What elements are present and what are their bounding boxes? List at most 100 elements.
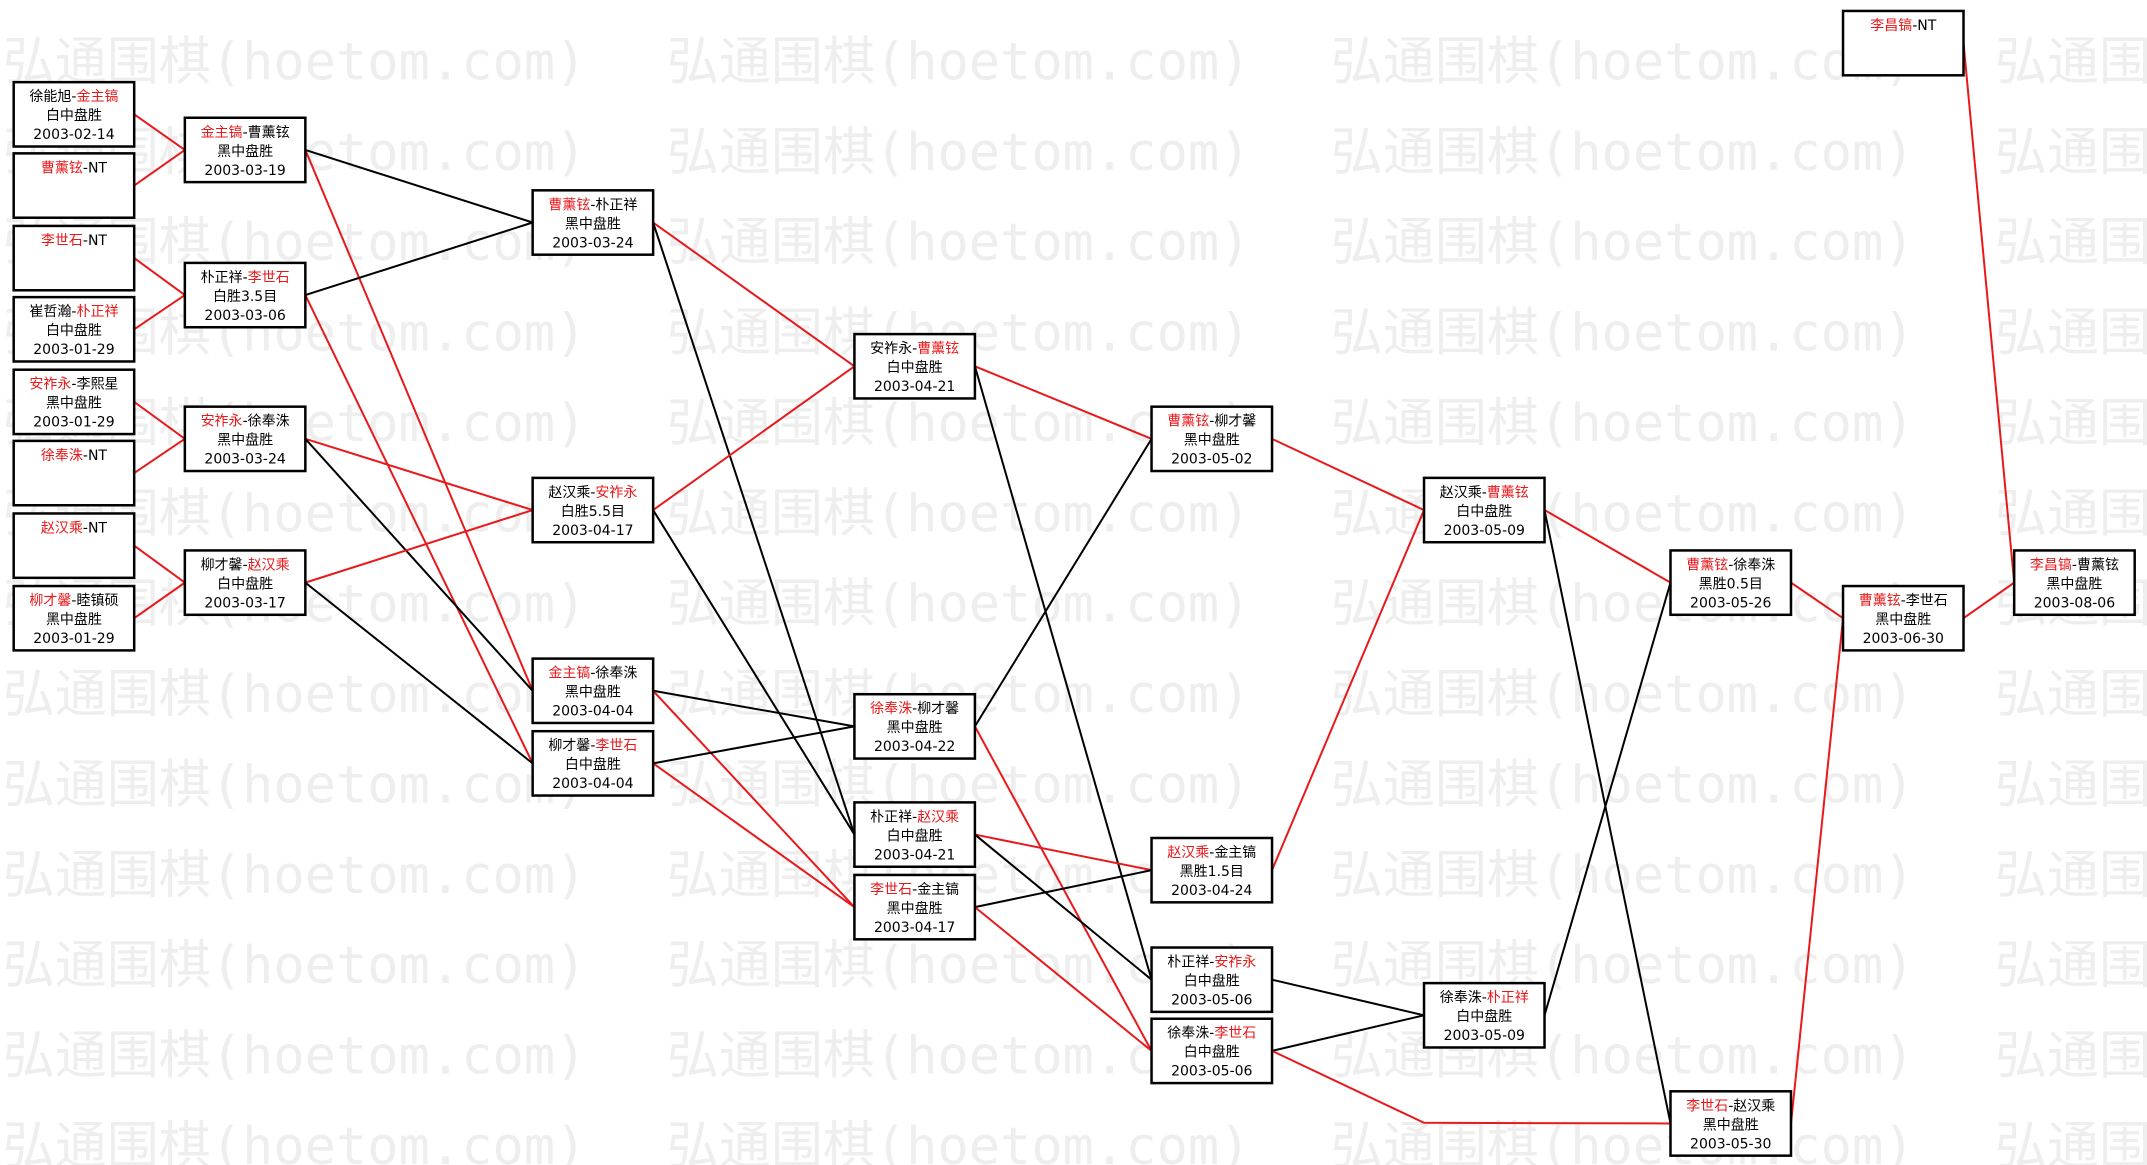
connector	[133, 294, 186, 331]
connector	[652, 690, 856, 908]
player-name: 李世石	[1214, 1026, 1256, 1042]
date: 2003-06-30	[1863, 631, 1944, 647]
player-name: 柳才馨	[29, 592, 71, 609]
player-name: 李世石	[595, 738, 637, 754]
watermark: 弘通围棋(hoetom.com)	[667, 32, 1251, 92]
connector	[1962, 43, 2016, 583]
player-name: 安祚永	[870, 341, 912, 357]
player-name: NT	[88, 520, 107, 536]
result: 黑中盘胜	[887, 900, 943, 917]
box-frame	[1841, 9, 1965, 77]
player-name: 曹薰铉	[1167, 414, 1209, 430]
connector	[652, 762, 855, 908]
connector	[133, 257, 186, 296]
box-frame	[853, 332, 977, 400]
box-frame	[1841, 584, 1965, 652]
player-name: -	[1209, 1026, 1214, 1042]
connector	[133, 438, 186, 474]
watermark: 弘通围棋(hoetom.com)	[667, 1117, 1251, 1165]
player-name: 安祚永	[1214, 955, 1256, 971]
player-name: 李世石	[870, 882, 912, 898]
connector	[974, 365, 1152, 440]
player-name: 安祚永	[29, 377, 71, 393]
player-name: 徐奉洙	[1733, 557, 1775, 573]
players: 曹薰铉-李世石	[1859, 593, 1948, 609]
player-name: 曹薰铉	[2077, 557, 2119, 573]
player-name: -	[83, 233, 88, 249]
players: 曹薰铉-朴正祥	[548, 197, 637, 213]
watermark: 弘通围棋(hoetom.com)	[3, 1027, 587, 1087]
result: 白中盘胜	[1456, 1008, 1512, 1025]
box-frame	[1150, 405, 1274, 473]
date: 2003-05-26	[1690, 595, 1771, 611]
watermark: 弘通围棋(hoetom.com)	[1995, 123, 2147, 183]
player-name: 曹薰铉	[248, 125, 290, 141]
connector	[1271, 1014, 1425, 1052]
watermark: 弘通围棋(hoetom.com)	[1331, 484, 1915, 544]
result: 黑中盘胜	[1184, 432, 1240, 449]
result: 黑中盘胜	[1703, 1116, 1759, 1133]
result: 白中盘胜	[887, 827, 943, 844]
result: 白中盘胜	[217, 575, 273, 592]
connector	[1789, 618, 1845, 1124]
watermark: 弘通围棋(hoetom.com)	[1995, 484, 2147, 544]
connector	[1271, 437, 1425, 511]
player-name: -	[71, 89, 76, 105]
match-box: 赵汉乘-NT	[12, 512, 136, 580]
player-name: 朴正祥	[76, 304, 118, 320]
date: 2003-05-30	[1690, 1136, 1771, 1152]
result: 黑胜0.5目	[1699, 576, 1763, 592]
player-name: 李世石	[1906, 593, 1948, 609]
date: 2003-04-24	[1171, 883, 1252, 899]
match-box: 李世石-NT	[12, 224, 136, 292]
players: 柳才馨-李世石	[548, 737, 637, 754]
players: 赵汉乘-NT	[41, 520, 108, 536]
connector	[973, 366, 1153, 980]
date: 2003-01-29	[33, 342, 114, 358]
result: 黑中盘胜	[217, 432, 273, 449]
player-name: 柳才馨	[917, 700, 959, 717]
player-name: 安祚永	[595, 485, 637, 501]
player-name: 曹薰铉	[1487, 485, 1529, 501]
connector	[1790, 581, 1844, 620]
match-box: 曹薰铉-NT	[12, 152, 136, 219]
players: 李昌镐-NT	[1870, 18, 1937, 34]
players: 徐能旭-金主镐	[29, 89, 118, 105]
watermark: 弘通围棋(hoetom.com)	[667, 213, 1251, 273]
players: 朴正祥-赵汉乘	[870, 809, 959, 825]
box-frame	[853, 692, 977, 760]
connector	[652, 725, 855, 765]
connector	[1543, 509, 1672, 1124]
player-name: 朴正祥	[1167, 955, 1209, 971]
watermark: 弘通围棋(hoetom.com)	[3, 1117, 587, 1165]
player-name: 金主镐	[201, 125, 243, 141]
box-frame	[1150, 1017, 1274, 1085]
result: 白中盘胜	[887, 359, 943, 376]
player-name: 朴正祥	[201, 270, 243, 286]
player-name: -	[1482, 990, 1487, 1006]
match-box: 李昌镐-NT	[1841, 9, 1965, 77]
player-name: 安祚永	[201, 414, 243, 430]
player-name: 李世石	[248, 270, 290, 286]
player-name: -	[71, 593, 76, 609]
box-frame	[12, 512, 136, 580]
watermark: 弘通围棋(hoetom.com)	[1995, 936, 2147, 996]
player-name: 徐奉洙	[41, 448, 83, 464]
player-name: 金主镐	[917, 882, 959, 898]
box-frame	[2012, 549, 2136, 617]
player-name: 柳才馨	[201, 556, 243, 573]
players: 金主镐-徐奉洙	[548, 666, 637, 682]
date: 2003-05-02	[1171, 452, 1252, 468]
players: 李昌镐-曹薰铉	[2030, 557, 2119, 573]
players: 柳才馨-睦镇硕	[29, 592, 118, 609]
player-name: -	[1901, 593, 1906, 609]
connector	[304, 438, 534, 692]
